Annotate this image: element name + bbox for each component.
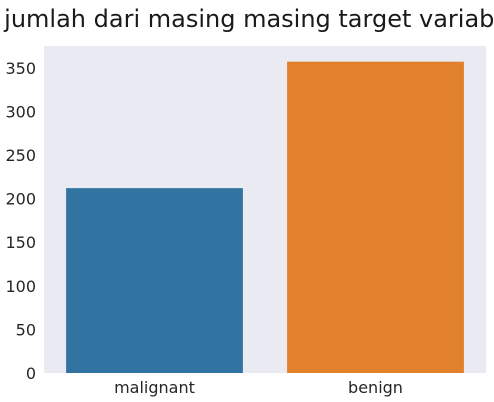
y-tick-label-150: 150: [5, 233, 36, 252]
x-axis: malignant benign: [114, 378, 403, 397]
y-tick-label-100: 100: [5, 277, 36, 296]
bars-group: [66, 61, 464, 374]
y-tick-label-0: 0: [26, 364, 36, 383]
y-tick-label-350: 350: [5, 59, 36, 78]
bar-malignant: [66, 188, 243, 373]
y-tick-label-250: 250: [5, 146, 36, 165]
y-tick-label-200: 200: [5, 190, 36, 209]
chart-title: jumlah dari masing masing target variabl…: [3, 5, 494, 33]
y-tick-label-50: 50: [16, 320, 36, 339]
x-tick-label-malignant: malignant: [114, 378, 195, 397]
x-tick-label-benign: benign: [348, 378, 403, 397]
y-axis: 0 50 100 150 200 250 300 350: [5, 59, 36, 383]
bar-benign: [287, 61, 464, 374]
y-tick-label-300: 300: [5, 102, 36, 121]
